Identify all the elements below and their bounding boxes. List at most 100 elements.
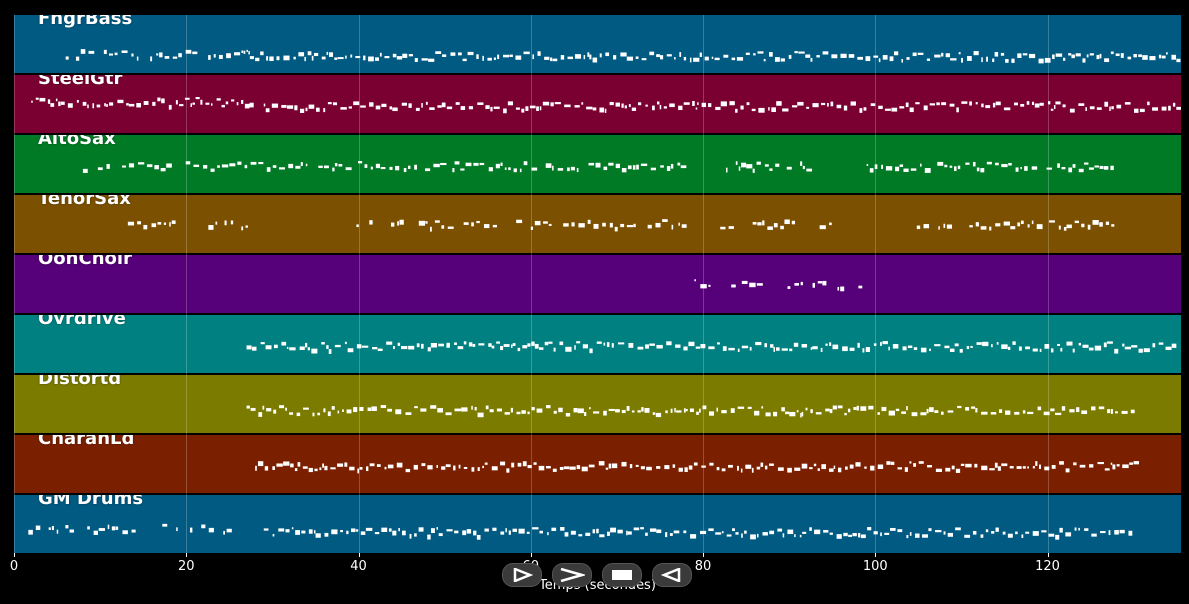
note (848, 54, 855, 58)
note (750, 534, 756, 540)
note (516, 411, 521, 415)
note (1065, 468, 1070, 473)
note (96, 104, 101, 108)
note (794, 51, 798, 54)
note (1059, 527, 1063, 533)
note (923, 224, 930, 229)
note (117, 99, 124, 104)
note (381, 527, 388, 532)
note (380, 405, 387, 409)
note (683, 530, 687, 534)
note (281, 341, 287, 346)
note (436, 527, 439, 530)
note (1104, 468, 1110, 471)
note (550, 57, 553, 62)
stop-button[interactable] (602, 563, 642, 587)
note (337, 463, 344, 467)
note (970, 345, 973, 348)
note (131, 529, 136, 533)
note (1002, 531, 1006, 535)
note (823, 530, 829, 533)
note (934, 54, 941, 58)
note (683, 56, 687, 61)
note (546, 405, 551, 409)
note (359, 407, 364, 412)
note (570, 530, 576, 535)
note (427, 347, 431, 352)
note-lane (255, 461, 1139, 474)
note (1079, 464, 1086, 468)
note (701, 102, 707, 108)
note (565, 412, 571, 417)
note (640, 163, 648, 166)
note (1176, 106, 1181, 110)
note (1124, 102, 1131, 105)
note (553, 410, 557, 414)
note (248, 51, 250, 55)
note (1000, 52, 1005, 56)
note (503, 54, 510, 58)
note (603, 166, 608, 171)
note (1104, 58, 1110, 63)
note (1069, 409, 1075, 413)
note (299, 346, 305, 351)
note (1084, 528, 1089, 531)
x-tick-label: 100 (862, 559, 888, 574)
note (645, 104, 648, 107)
note (529, 105, 536, 109)
note (812, 103, 819, 108)
note (1031, 166, 1038, 170)
note (1031, 220, 1034, 225)
note (208, 55, 211, 60)
note (455, 102, 460, 105)
x-tick (703, 553, 704, 557)
note (457, 52, 462, 56)
note (80, 49, 86, 54)
note (283, 461, 290, 466)
note (764, 164, 769, 167)
track-row: SteelGtr (14, 75, 1181, 133)
note (250, 161, 257, 165)
note (860, 406, 867, 411)
note (592, 529, 596, 534)
note (768, 107, 770, 111)
note (1015, 531, 1018, 535)
play-button[interactable] (502, 563, 542, 587)
note (576, 465, 581, 470)
forward-button[interactable] (552, 563, 592, 587)
note (172, 56, 178, 59)
note (986, 56, 988, 62)
note (409, 533, 412, 539)
note (773, 223, 778, 228)
note (236, 102, 239, 106)
note (947, 410, 954, 413)
note (608, 408, 615, 412)
note (536, 408, 543, 413)
back-button[interactable] (652, 563, 692, 587)
note (726, 167, 728, 173)
note (1032, 531, 1039, 536)
note (812, 282, 815, 288)
note (314, 468, 318, 472)
note (602, 222, 606, 227)
note (588, 464, 595, 468)
note (476, 534, 481, 540)
note (65, 56, 69, 60)
note (720, 226, 726, 230)
note (479, 162, 485, 166)
note (50, 103, 55, 107)
note (393, 345, 395, 350)
note (286, 346, 289, 349)
note (1109, 106, 1111, 111)
note (1105, 221, 1110, 225)
note (434, 220, 440, 223)
note (1063, 226, 1067, 231)
note (886, 461, 891, 465)
note (716, 466, 720, 471)
note (975, 102, 978, 105)
note (201, 524, 206, 529)
note (421, 58, 428, 61)
note (1120, 53, 1124, 58)
note (1020, 220, 1024, 225)
note (959, 348, 963, 353)
